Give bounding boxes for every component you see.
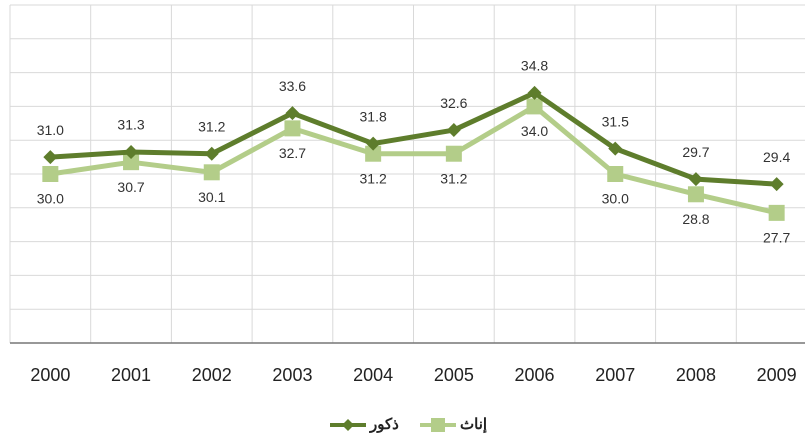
data-label: 33.6 (279, 78, 306, 94)
x-tick-label: 2001 (111, 365, 151, 385)
x-tick-label: 2003 (272, 365, 312, 385)
marker (43, 150, 58, 165)
marker (446, 123, 461, 138)
marker (688, 172, 703, 187)
x-tick-label: 2007 (595, 365, 635, 385)
data-label: 28.8 (682, 211, 709, 227)
marker (445, 145, 462, 162)
data-label: 31.2 (440, 170, 467, 186)
marker (204, 146, 219, 161)
marker (42, 166, 59, 182)
marker (527, 85, 542, 100)
legend-marker (431, 418, 445, 432)
data-label: 30.0 (602, 191, 629, 207)
marker (284, 120, 301, 137)
legend-label: ذكور (369, 416, 399, 433)
data-label: 27.7 (763, 230, 790, 246)
marker (768, 204, 785, 221)
data-label: 29.4 (763, 149, 790, 165)
data-label: 34.0 (521, 123, 548, 139)
marker (124, 145, 139, 160)
marker (203, 164, 220, 181)
data-label: 31.5 (602, 113, 629, 129)
legend-marker (342, 419, 354, 431)
x-tick-label: 2008 (676, 365, 716, 385)
data-label: 32.6 (440, 95, 467, 111)
data-label: 31.2 (198, 118, 225, 134)
data-label: 31.3 (117, 117, 144, 133)
marker (607, 166, 624, 182)
data-label: 29.7 (682, 144, 709, 160)
data-label: 31.2 (360, 170, 387, 186)
marker (365, 145, 382, 162)
marker (526, 98, 543, 115)
data-label: 30.0 (37, 191, 64, 207)
marker (608, 141, 623, 156)
marker (366, 136, 381, 151)
data-label: 31.8 (360, 108, 387, 124)
x-tick-label: 2009 (757, 365, 797, 385)
marker (123, 154, 140, 171)
x-tick-label: 2006 (515, 365, 555, 385)
marker (687, 186, 704, 203)
series-line (50, 90, 777, 187)
marker (285, 106, 300, 121)
marker (769, 177, 784, 192)
x-tick-label: 2005 (434, 365, 474, 385)
data-label: 34.8 (521, 58, 548, 74)
x-tick-label: 2002 (192, 365, 232, 385)
data-label: 32.7 (279, 145, 306, 161)
x-tick-label: 2000 (30, 365, 70, 385)
legend-label: إناث (460, 416, 487, 433)
series-line (49, 103, 778, 216)
data-label: 31.0 (37, 122, 64, 138)
data-label: 30.1 (198, 189, 225, 205)
x-tick-label: 2004 (353, 365, 393, 385)
data-label: 30.7 (117, 179, 144, 195)
